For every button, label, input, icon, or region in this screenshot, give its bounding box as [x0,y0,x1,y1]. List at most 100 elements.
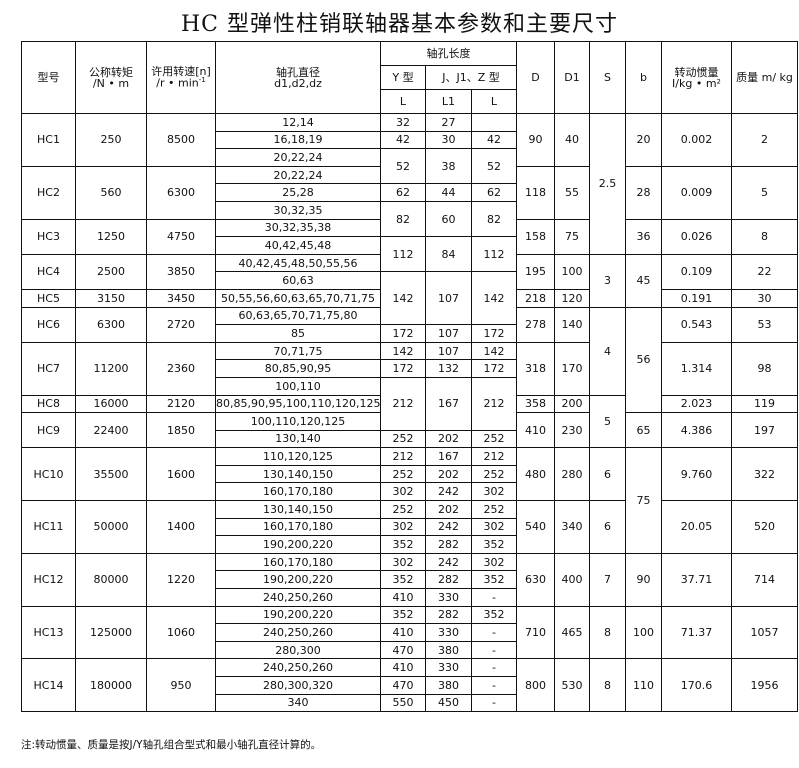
cell-I: 0.009 [661,165,732,220]
cell-yl: 302 [380,517,426,537]
cell-d: 100,110 [215,376,381,396]
cell-torque: 22400 [75,412,147,449]
cell-torque: 125000 [75,605,147,660]
cell-l: 352 [471,570,517,590]
cell-yl: 142 [380,271,426,326]
cell-speed: 1220 [146,552,216,607]
cell-I: 1.314 [661,341,732,396]
cell-l: 82 [471,200,517,238]
cell-S: 2.5 [589,113,626,255]
header-D: D [516,41,555,114]
cell-d: 280,300,320 [215,676,381,695]
cell-I: 37.71 [661,552,732,607]
cell-d: 190,200,220 [215,535,381,554]
cell-l1: 107 [425,341,472,361]
cell-D: 158 [516,218,555,255]
cell-I: 0.109 [661,253,732,290]
cell-yl: 550 [380,693,426,713]
cell-d: 20,22,24 [215,165,381,185]
cell-D: 118 [516,165,555,220]
cell-m: 8 [731,218,798,255]
cell-l1: 202 [425,500,472,519]
cell-l1: 107 [425,271,472,326]
table-row: 30,32,35 82 60 82 [22,200,798,238]
cell-b: 56 [625,306,662,414]
cell-D1: 40 [554,113,590,167]
cell-D1: 75 [554,218,590,255]
cell-I: 0.543 [661,306,732,343]
table-row: HC5 3150 3450 50,55,56,60,63,65,70,71,75 218… [21,288,798,308]
cell-speed: 1400 [146,500,216,554]
cell-model: HC11 [21,500,76,554]
cell-I: 0.002 [661,113,732,167]
cell-model: HC14 [21,658,76,713]
cell-b: 75 [625,447,662,554]
cell-l1: 380 [425,676,472,695]
cell-d: 240,250,260 [215,588,381,607]
cell-yl: 42 [380,130,426,150]
cell-D1: 340 [554,500,590,554]
cell-torque: 180000 [75,658,147,713]
cell-model: HC4 [21,253,76,290]
header-speed-label: 许用转速[n] [151,65,211,79]
cell-l1: 380 [425,640,472,660]
header-D1: D1 [554,41,590,114]
cell-m: 197 [731,412,798,449]
cell-D1: 465 [554,605,590,660]
cell-m: 5 [731,165,798,220]
cell-l1: 132 [425,359,472,378]
cell-D1: 280 [554,447,590,502]
cell-m: 98 [731,341,798,396]
cell-yl: 112 [380,236,426,273]
cell-torque: 11200 [75,341,147,396]
coupling-spec-table: 型号 公称转矩/N • m 许用转速[n]/r • min-1 轴孔直径 d1,d… [21,41,798,713]
cell-l1: 282 [425,535,472,554]
header-L-y: L [380,89,426,114]
header-speed-unit: /r • min [156,76,199,90]
cell-l1: 202 [425,429,472,449]
cell-l1: 38 [425,148,472,185]
header-speed: 许用转速[n]/r • min-1 [146,41,216,114]
header-mass: 质量 m/ kg [731,41,798,114]
cell-l: 252 [471,429,517,449]
page-title: HC 型弹性柱销联轴器基本参数和主要尺寸 [180,12,618,37]
cell-I: 9.760 [661,447,732,502]
cell-l1: 202 [425,464,472,484]
header-L1: L1 [425,89,472,114]
cell-l: - [471,588,517,607]
cell-d: 280,300 [215,640,381,660]
cell-d: 130,140,150 [215,500,381,519]
cell-l: - [471,693,517,713]
cell-l: 302 [471,517,517,537]
cell-speed: 3450 [146,288,216,308]
cell-l1: 27 [425,113,472,132]
cell-I: 2.023 [661,394,732,414]
cell-l: 142 [471,271,517,326]
cell-S: 7 [589,552,626,607]
cell-yl: 62 [380,183,426,202]
cell-d: 30,32,35,38 [215,218,381,238]
cell-D1: 140 [554,306,590,343]
header-bore-dia-symbols: d1,d2,dz [274,76,322,90]
cell-yl: 410 [380,658,426,677]
table-body: HC1 250 8500 12,14 32 27 90 40 2.5 20 0.002 2 16,18,… [21,113,798,713]
cell-D1: 400 [554,552,590,607]
cell-l: - [471,640,517,660]
cell-l: 52 [471,148,517,185]
cell-b: 36 [625,218,662,255]
cell-b: 90 [625,552,662,607]
header-S: S [589,41,626,114]
cell-d: 70,71,75 [215,341,381,361]
cell-d: 240,250,260 [215,623,381,642]
cell-yl: 352 [380,605,426,625]
table-row: HC6 6300 2720 60,63,65,70,71,75,80 278 140 4 56… [21,306,798,414]
cell-d: 240,250,260 [215,658,381,677]
cell-model: HC10 [21,447,76,502]
header-bore-length: 轴孔长度 [380,41,517,66]
cell-d: 160,170,180 [215,552,381,572]
cell-d: 30,32,35 [215,200,381,220]
table-row: 130,140 252 202 252 [22,429,798,449]
table-row: 16,18,19 42 30 42 [22,130,798,150]
cell-d: 20,22,24 [215,148,381,167]
cell-D: 710 [516,605,555,660]
